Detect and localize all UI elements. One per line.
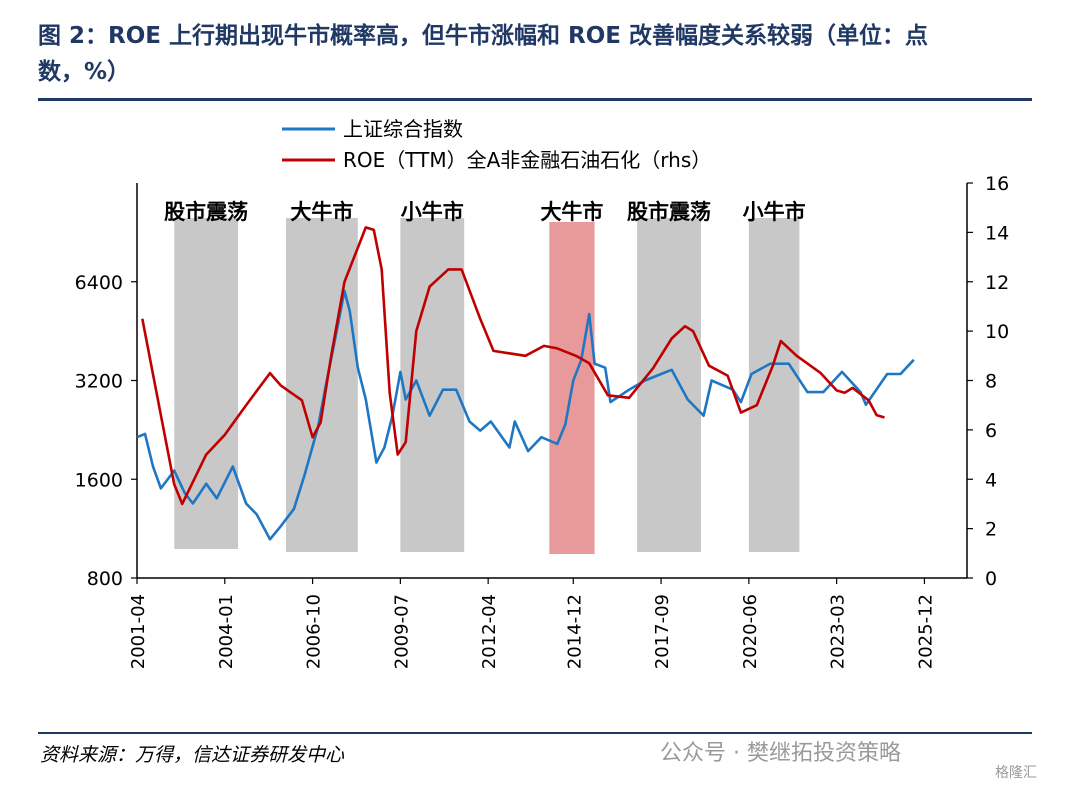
bottom-rule — [38, 732, 1032, 734]
y-right-tick-label: 10 — [985, 321, 1009, 343]
y-right-tick-label: 16 — [985, 173, 1009, 195]
y-right-tick-label: 2 — [985, 519, 997, 541]
period-label: 大牛市 — [290, 200, 353, 224]
y-left-tick-label: 3200 — [75, 371, 123, 393]
x-tick-label: 2006-10 — [304, 594, 325, 669]
chart-title: 图 2：ROE 上行期出现牛市概率高，但牛市涨幅和 ROE 改善幅度关系较弱（单… — [38, 18, 1038, 90]
x-tick-label: 2017-09 — [652, 594, 673, 669]
y-right-tick-label: 8 — [985, 371, 997, 393]
x-tick-label: 2012-04 — [479, 594, 500, 669]
y-right-tick-label: 0 — [985, 568, 997, 590]
chart-title-line2: 数，%） — [38, 59, 131, 85]
y-left-tick-label: 1600 — [75, 469, 123, 491]
y-left-tick-label: 800 — [87, 568, 123, 590]
title-rule — [38, 98, 1032, 101]
chart-title-line1: 图 2：ROE 上行期出现牛市概率高，但牛市涨幅和 ROE 改善幅度关系较弱（单… — [38, 23, 928, 49]
x-tick-label: 2001-04 — [128, 594, 149, 669]
legend-label: ROE（TTM）全A非金融石油石化（rhs） — [343, 148, 711, 172]
x-tick-label: 2025-12 — [915, 594, 936, 669]
source-note: 资料来源：万得，信达证券研发中心 — [40, 744, 345, 766]
period-label: 股市震荡 — [164, 200, 248, 224]
period-band — [748, 218, 800, 552]
period-label: 小牛市 — [743, 200, 806, 224]
period-label: 股市震荡 — [627, 200, 711, 224]
series-line-index — [136, 289, 915, 541]
series-line-roe — [141, 226, 885, 506]
watermark-text: 公众号 · 樊继拓投资策略 — [660, 741, 901, 766]
y-right-tick-label: 12 — [985, 272, 1009, 294]
chart-area: 股市震荡 大牛市 小牛市 大牛市 股市震荡 小牛市80016003200640002468… — [75, 117, 1010, 669]
y-right-tick-label: 4 — [985, 469, 997, 491]
y-right-tick-label: 6 — [985, 420, 997, 442]
x-tick-label: 2009-07 — [391, 594, 412, 669]
x-tick-label: 2014-12 — [564, 594, 585, 669]
period-label: 大牛市 — [540, 200, 603, 224]
legend-label: 上证综合指数 — [343, 117, 463, 141]
watermark-brand: 格隆汇 — [995, 765, 1037, 781]
x-tick-label: 2004-01 — [216, 594, 237, 669]
period-label: 小牛市 — [401, 200, 464, 224]
period-band — [637, 218, 701, 552]
y-left-tick-label: 6400 — [75, 272, 123, 294]
x-tick-label: 2020-06 — [740, 594, 761, 669]
y-right-tick-label: 14 — [985, 222, 1009, 244]
x-tick-label: 2023-03 — [828, 594, 849, 669]
